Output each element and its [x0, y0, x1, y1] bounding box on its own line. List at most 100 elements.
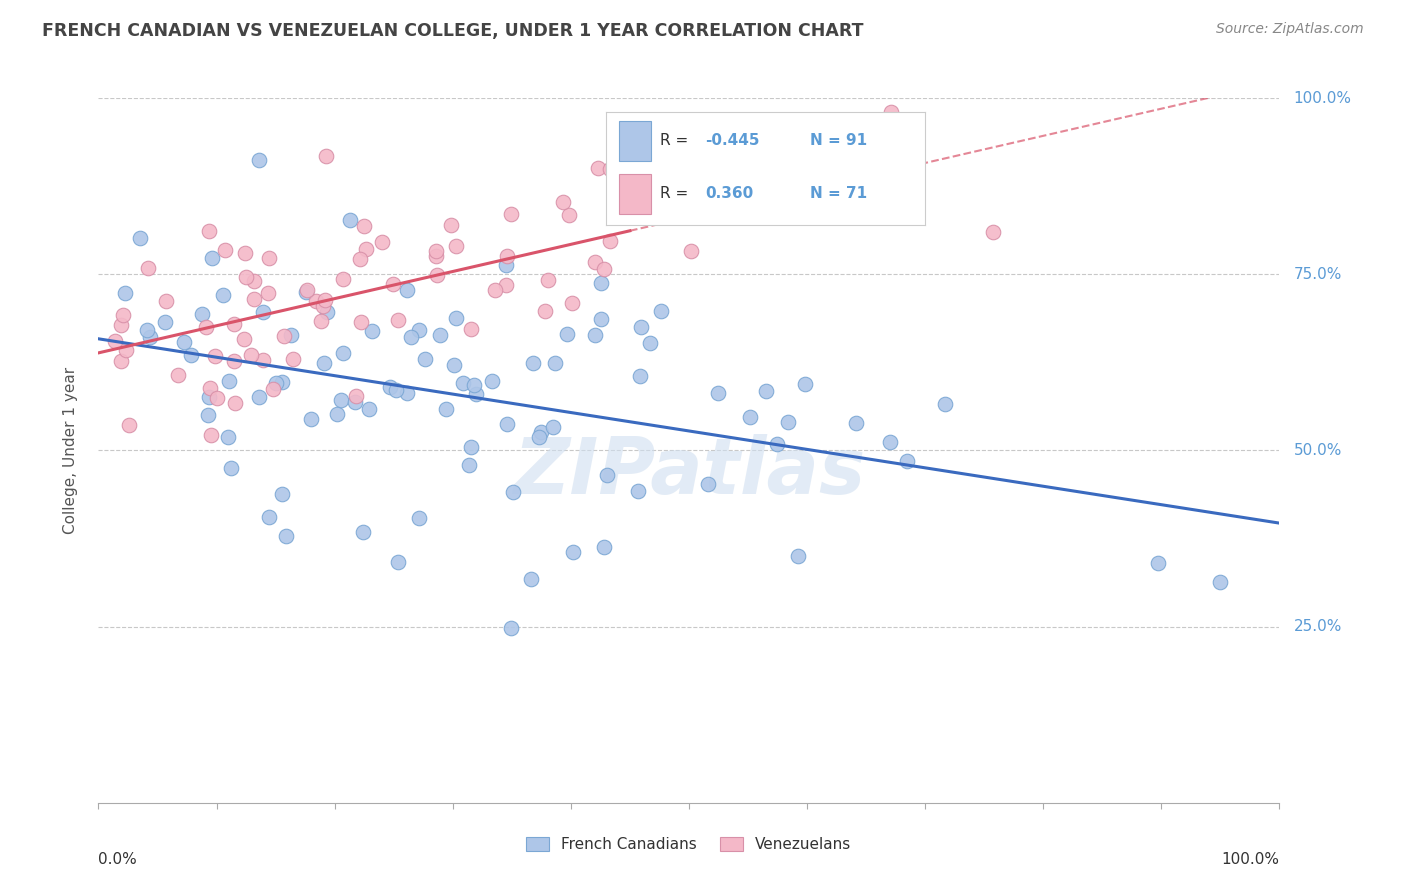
Point [453, 376, 475, 390]
Point [599, 162, 621, 177]
Point [262, 382, 284, 396]
Point [314, 293, 336, 307]
Point [385, 383, 408, 397]
Point [139, 330, 162, 344]
Point [224, 396, 246, 410]
Point [295, 283, 318, 297]
Point [382, 277, 405, 292]
Point [527, 430, 550, 444]
Point [349, 252, 371, 266]
Point [501, 207, 523, 221]
Point [589, 312, 612, 326]
Point [583, 328, 606, 343]
Point [586, 161, 609, 176]
Point [370, 235, 392, 249]
Point [591, 276, 613, 290]
Point [495, 258, 517, 272]
Point [378, 380, 401, 394]
Point [252, 305, 274, 319]
Point [443, 358, 465, 372]
Point [257, 286, 280, 301]
Point [502, 485, 524, 500]
Point [270, 375, 292, 389]
Point [558, 208, 581, 222]
Point [232, 332, 254, 346]
Point [201, 251, 224, 265]
Point [396, 386, 419, 401]
Point [627, 483, 650, 498]
Point [592, 262, 614, 277]
Point [361, 324, 384, 338]
Point [593, 540, 616, 554]
Point [349, 315, 371, 329]
Point [304, 293, 326, 308]
Point [224, 317, 246, 331]
Point [344, 395, 367, 409]
Point [312, 300, 335, 314]
Point [599, 235, 621, 249]
Point [495, 278, 517, 293]
Point [640, 335, 662, 350]
Point [114, 343, 136, 357]
Point [533, 303, 555, 318]
Point [211, 287, 233, 301]
Point [259, 252, 281, 266]
Point [235, 269, 257, 284]
Point [845, 416, 868, 430]
Point [129, 231, 152, 245]
Point [650, 304, 672, 318]
Point [520, 572, 543, 586]
Point [679, 244, 702, 259]
Point [399, 330, 422, 344]
Point [243, 293, 266, 307]
Point [1209, 574, 1232, 589]
Point [426, 268, 449, 282]
Point [264, 376, 287, 391]
Point [195, 319, 218, 334]
Point [222, 354, 245, 368]
Point [457, 458, 479, 472]
Point [190, 307, 212, 321]
Point [536, 273, 558, 287]
Point [207, 391, 229, 405]
Point [217, 430, 239, 444]
Point [198, 390, 221, 404]
Point [221, 461, 243, 475]
Point [413, 351, 436, 366]
Point [200, 428, 222, 442]
Point [274, 529, 297, 543]
Point [755, 384, 778, 399]
Point [460, 321, 482, 335]
Point [637, 208, 659, 222]
Point [496, 417, 519, 431]
Y-axis label: College, Under 1 year: College, Under 1 year [63, 367, 77, 534]
Point [330, 393, 353, 408]
Point [118, 418, 141, 433]
Point [446, 311, 468, 326]
Point [794, 377, 817, 392]
Point [596, 468, 619, 483]
Text: Source: ZipAtlas.com: Source: ZipAtlas.com [1216, 22, 1364, 37]
Point [879, 434, 901, 449]
Point [628, 369, 651, 384]
Point [240, 349, 263, 363]
Point [543, 420, 565, 434]
Point [561, 296, 583, 310]
Point [707, 385, 730, 400]
Text: 0.0%: 0.0% [98, 852, 138, 867]
Point [280, 327, 302, 342]
Point [786, 549, 808, 564]
Point [561, 544, 583, 558]
Point [776, 415, 799, 429]
Point [155, 293, 177, 308]
Point [198, 381, 221, 395]
Text: 100.0%: 100.0% [1222, 852, 1279, 867]
Point [309, 314, 332, 328]
Point [173, 334, 195, 349]
Point [650, 191, 672, 205]
Text: FRENCH CANADIAN VS VENEZUELAN COLLEGE, UNDER 1 YEAR CORRELATION CHART: FRENCH CANADIAN VS VENEZUELAN COLLEGE, U… [42, 22, 863, 40]
Point [408, 511, 430, 525]
Point [325, 407, 347, 421]
Point [408, 323, 430, 337]
Point [257, 510, 280, 524]
